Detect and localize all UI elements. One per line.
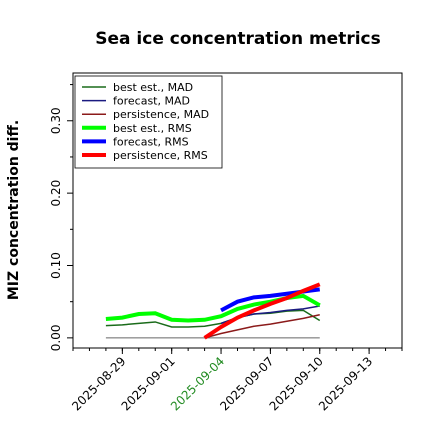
y-tick-label: 0.10 — [49, 252, 63, 279]
y-axis-label: MIZ concentration diff. — [6, 120, 22, 300]
x-tick-label: 2025-09-13 — [316, 354, 375, 413]
y-tick-label: 0.20 — [49, 180, 63, 207]
chart-title: Sea ice concentration metrics — [95, 29, 381, 49]
series-line — [204, 313, 320, 339]
legend-label: persistence, RMS — [113, 149, 208, 162]
legend-label: forecast, MAD — [113, 95, 190, 108]
legend-label: persistence, MAD — [113, 108, 209, 121]
legend-label: best est., MAD — [113, 81, 193, 94]
legend-box — [74, 75, 223, 169]
legend-label: best est., RMS — [113, 122, 192, 135]
y-tick-label: 0.30 — [49, 107, 63, 134]
y-tick-label: 0.00 — [49, 325, 63, 352]
series-line — [203, 282, 321, 340]
legend-label: forecast, RMS — [113, 135, 189, 148]
